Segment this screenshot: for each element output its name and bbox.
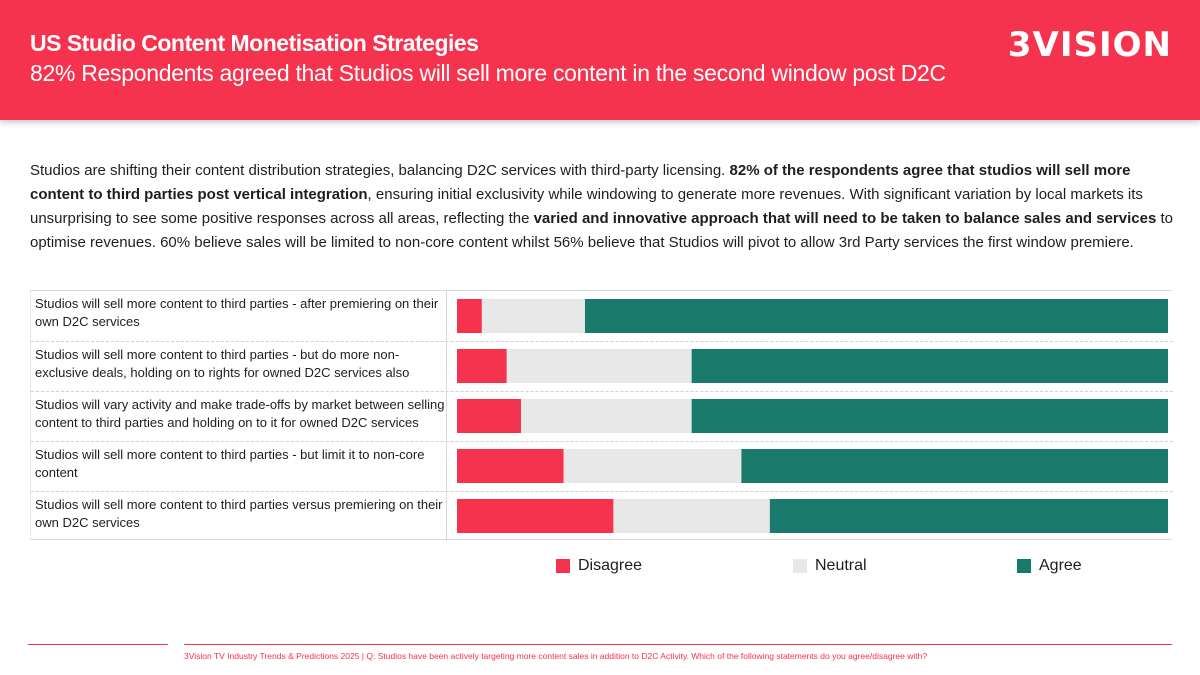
statement-label: Studios will sell more content to third … <box>35 497 443 530</box>
page-subtitle: 82% Respondents agreed that Studios will… <box>30 60 946 86</box>
chart-row: Studios will vary activity and make trad… <box>31 391 1173 441</box>
bar-disagree-5 <box>457 499 614 533</box>
intro-paragraph: Studios are shifting their content distr… <box>30 159 1175 255</box>
bar-agree-4 <box>741 449 1168 483</box>
legend-swatch <box>556 559 570 573</box>
intro-emphasis: varied and innovative approach that will… <box>533 210 1157 227</box>
bar-agree-5 <box>769 499 1168 533</box>
bar-neutral-4 <box>563 449 742 483</box>
legend-label: Disagree <box>578 557 643 574</box>
legend-swatch <box>793 559 807 573</box>
statement-label: Studios will sell more content to third … <box>35 296 439 329</box>
bars-area <box>457 299 1168 533</box>
bar-agree-1 <box>584 299 1168 333</box>
statement-label: Studios will sell more content to third … <box>35 347 410 380</box>
bar-agree-3 <box>691 399 1168 433</box>
bar-disagree-4 <box>457 449 564 483</box>
bar-neutral-1 <box>481 299 585 333</box>
footer-rule <box>28 643 1172 646</box>
legend-label: Agree <box>1039 557 1082 574</box>
stacked-bar-chart: Studios will sell more content to third … <box>30 290 1173 541</box>
header-banner: US Studio Content Monetisation Strategie… <box>0 0 1200 120</box>
intro-emphasis: 82% of the respondents agree that studio… <box>30 162 1131 203</box>
chart-row: Studios will sell more content to third … <box>31 341 1173 391</box>
page-title: US Studio Content Monetisation Strategie… <box>30 30 479 56</box>
intro-text: to optimise revenues. 60% believe sales … <box>30 210 1173 251</box>
bar-neutral-2 <box>506 349 692 383</box>
bar-agree-2 <box>691 349 1168 383</box>
legend-item-agree: Agree <box>1017 556 1082 576</box>
legend-swatch <box>1017 559 1031 573</box>
legend-item-neutral: Neutral <box>793 556 867 576</box>
bar-neutral-5 <box>613 499 770 533</box>
chart-row: Studios will sell more content to third … <box>31 291 1173 341</box>
statement-label: Studios will vary activity and make trad… <box>35 397 445 430</box>
bar-disagree-2 <box>457 349 507 383</box>
bar-disagree-1 <box>457 299 482 333</box>
column-divider <box>446 291 447 541</box>
chart-row: Studios will sell more content to third … <box>31 491 1173 541</box>
intro-text: Studios are shifting their content distr… <box>30 162 730 179</box>
legend-label: Neutral <box>815 557 867 574</box>
brand-logo: 3VISION <box>1007 25 1172 65</box>
footer-source: 3Vision TV Industry Trends & Predictions… <box>184 651 928 661</box>
bar-disagree-3 <box>457 399 521 433</box>
chart-row: Studios will sell more content to third … <box>31 441 1173 491</box>
legend-item-disagree: Disagree <box>556 556 642 576</box>
bar-neutral-3 <box>520 399 692 433</box>
intro-text: , ensuring initial exclusivity while win… <box>30 186 1143 227</box>
statement-label: Studios will sell more content to third … <box>35 447 425 480</box>
